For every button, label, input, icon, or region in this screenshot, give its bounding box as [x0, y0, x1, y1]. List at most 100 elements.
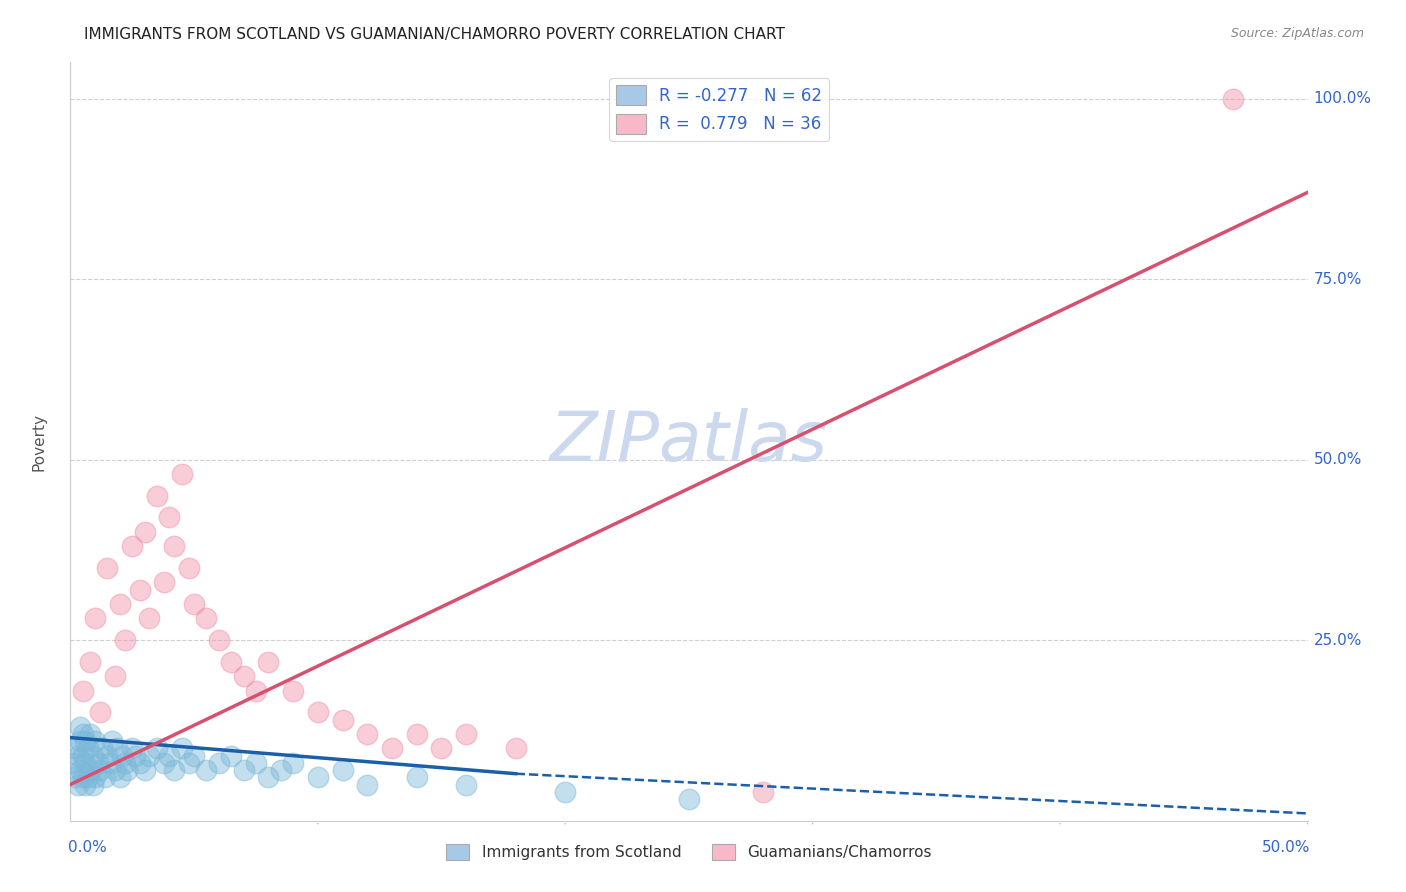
- Point: [257, 770, 280, 784]
- Point: [138, 611, 160, 625]
- Point: [356, 727, 378, 741]
- Point: [128, 756, 150, 770]
- Point: [128, 582, 150, 597]
- Point: [163, 539, 186, 553]
- Point: [138, 748, 160, 763]
- Point: [405, 770, 427, 784]
- Point: [62, 756, 84, 770]
- Point: [79, 727, 101, 741]
- Point: [1222, 91, 1244, 105]
- Text: 50.0%: 50.0%: [1313, 452, 1362, 467]
- Point: [177, 561, 200, 575]
- Text: ZIPatlas: ZIPatlas: [550, 408, 828, 475]
- Point: [170, 741, 193, 756]
- Point: [66, 748, 89, 763]
- Point: [281, 683, 304, 698]
- Point: [124, 748, 146, 763]
- Point: [505, 741, 527, 756]
- Point: [66, 778, 89, 792]
- Point: [65, 741, 87, 756]
- Text: 50.0%: 50.0%: [1261, 839, 1310, 855]
- Point: [146, 489, 169, 503]
- Text: IMMIGRANTS FROM SCOTLAND VS GUAMANIAN/CHAMORRO POVERTY CORRELATION CHART: IMMIGRANTS FROM SCOTLAND VS GUAMANIAN/CH…: [84, 27, 785, 42]
- Point: [232, 669, 254, 683]
- Point: [153, 575, 176, 590]
- Point: [456, 727, 478, 741]
- Text: Poverty: Poverty: [32, 412, 46, 471]
- Legend: Immigrants from Scotland, Guamanians/Chamorros: Immigrants from Scotland, Guamanians/Cha…: [440, 838, 938, 866]
- Point: [82, 748, 104, 763]
- Point: [153, 756, 176, 770]
- Point: [72, 727, 94, 741]
- Text: 75.0%: 75.0%: [1313, 271, 1362, 286]
- Point: [79, 655, 101, 669]
- Point: [104, 763, 127, 777]
- Point: [195, 763, 218, 777]
- Point: [146, 741, 169, 756]
- Point: [332, 763, 354, 777]
- Point: [75, 778, 97, 792]
- Point: [456, 778, 478, 792]
- Point: [84, 770, 107, 784]
- Point: [72, 770, 94, 784]
- Point: [79, 763, 101, 777]
- Point: [115, 763, 138, 777]
- Point: [257, 655, 280, 669]
- Point: [76, 770, 98, 784]
- Point: [245, 683, 267, 698]
- Point: [72, 748, 94, 763]
- Point: [554, 785, 576, 799]
- Point: [157, 510, 180, 524]
- Point: [332, 713, 354, 727]
- Point: [307, 770, 329, 784]
- Point: [94, 770, 117, 784]
- Point: [170, 467, 193, 481]
- Point: [89, 763, 111, 777]
- Point: [82, 778, 104, 792]
- Point: [96, 748, 118, 763]
- Point: [96, 561, 118, 575]
- Point: [183, 748, 205, 763]
- Point: [91, 741, 114, 756]
- Point: [195, 611, 218, 625]
- Point: [75, 734, 97, 748]
- Point: [75, 756, 97, 770]
- Point: [89, 706, 111, 720]
- Point: [98, 756, 121, 770]
- Point: [430, 741, 453, 756]
- Point: [72, 683, 94, 698]
- Point: [245, 756, 267, 770]
- Point: [208, 633, 231, 648]
- Point: [219, 748, 242, 763]
- Point: [101, 734, 124, 748]
- Point: [111, 748, 134, 763]
- Point: [208, 756, 231, 770]
- Point: [678, 792, 700, 806]
- Point: [114, 756, 136, 770]
- Text: Source: ZipAtlas.com: Source: ZipAtlas.com: [1230, 27, 1364, 40]
- Point: [232, 763, 254, 777]
- Point: [105, 741, 128, 756]
- Point: [76, 741, 98, 756]
- Point: [121, 539, 143, 553]
- Point: [69, 720, 91, 734]
- Point: [65, 770, 87, 784]
- Point: [219, 655, 242, 669]
- Point: [108, 597, 131, 611]
- Point: [177, 756, 200, 770]
- Point: [356, 778, 378, 792]
- Point: [69, 763, 91, 777]
- Point: [121, 741, 143, 756]
- Point: [281, 756, 304, 770]
- Point: [84, 611, 107, 625]
- Point: [134, 763, 156, 777]
- Point: [69, 734, 91, 748]
- Text: 25.0%: 25.0%: [1313, 632, 1362, 648]
- Point: [134, 524, 156, 539]
- Point: [381, 741, 404, 756]
- Text: 100.0%: 100.0%: [1313, 91, 1372, 106]
- Point: [183, 597, 205, 611]
- Point: [104, 669, 127, 683]
- Point: [307, 706, 329, 720]
- Point: [84, 734, 107, 748]
